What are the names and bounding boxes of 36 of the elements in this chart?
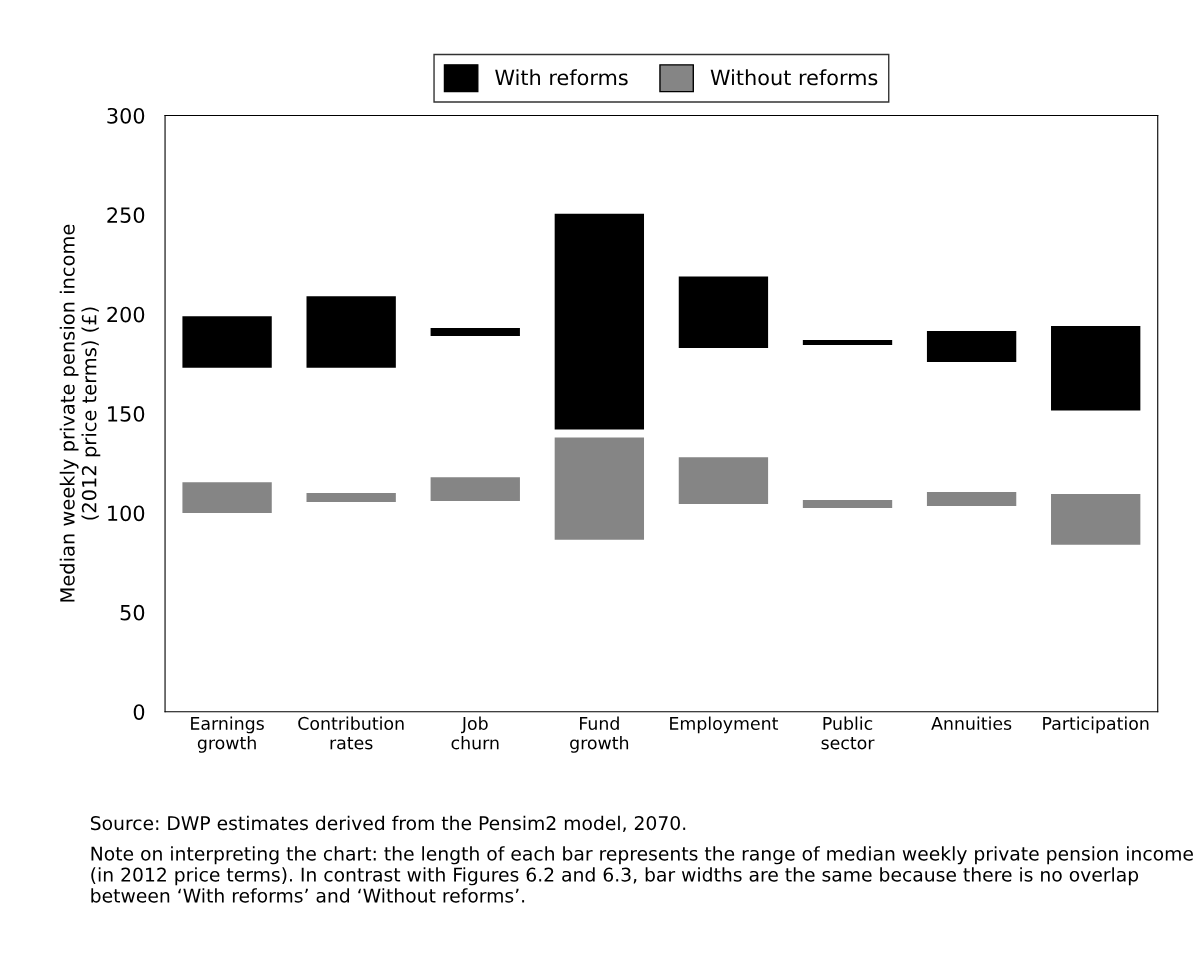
x-tick-label: Public sector — [821, 716, 875, 750]
legend-label: Without reforms — [710, 69, 878, 86]
y-tick-label: 50 — [120, 604, 145, 621]
bar — [306, 493, 396, 502]
y-tick-label: 250 — [107, 207, 145, 224]
bar — [1051, 326, 1141, 411]
y-axis-title: Median weekly private pension income (2012 price terms) (£) — [59, 224, 101, 602]
bar — [182, 482, 272, 513]
bar — [1051, 494, 1141, 545]
bar — [182, 316, 272, 368]
bar — [430, 328, 520, 337]
x-tick-label: Job churn — [451, 716, 499, 750]
x-tick-label: Employment — [670, 716, 779, 734]
source-note: Source: DWP estimates derived from the Pensim2 model, 2070. — [90, 815, 686, 833]
bar — [926, 492, 1017, 506]
bar — [802, 500, 893, 508]
bar — [926, 331, 1017, 362]
y-tick-label: 150 — [108, 406, 145, 422]
legend-label: With reforms — [495, 69, 628, 86]
bar — [306, 296, 396, 368]
x-tick-label: Participation — [1043, 716, 1149, 734]
text: Note on interpreting the chart: the length of each bar represents the range of median weekly private pension income (in 2012 price terms). In contrast with Figures 6.2 and 6.3, bar widths are the same because there is no overlap between ‘With reforms’ and ‘Without reforms’. — [91, 846, 1193, 903]
x-tick-label: Annuities — [931, 716, 1012, 730]
x-tick-label: Contribution rates — [298, 716, 404, 750]
y-tick-label: 200 — [107, 306, 145, 323]
x-tick-label: Fund growth — [570, 716, 629, 753]
y-tick-label: 0 — [133, 704, 145, 720]
y-tick-label: 100 — [108, 505, 145, 522]
bar — [554, 213, 645, 430]
bar — [678, 457, 769, 504]
y-tick-label: 300 — [107, 107, 145, 124]
x-tick-label: Earnings growth — [191, 716, 264, 753]
bar — [678, 276, 769, 348]
bar — [554, 437, 645, 540]
bar — [430, 477, 520, 502]
bar — [802, 340, 893, 345]
